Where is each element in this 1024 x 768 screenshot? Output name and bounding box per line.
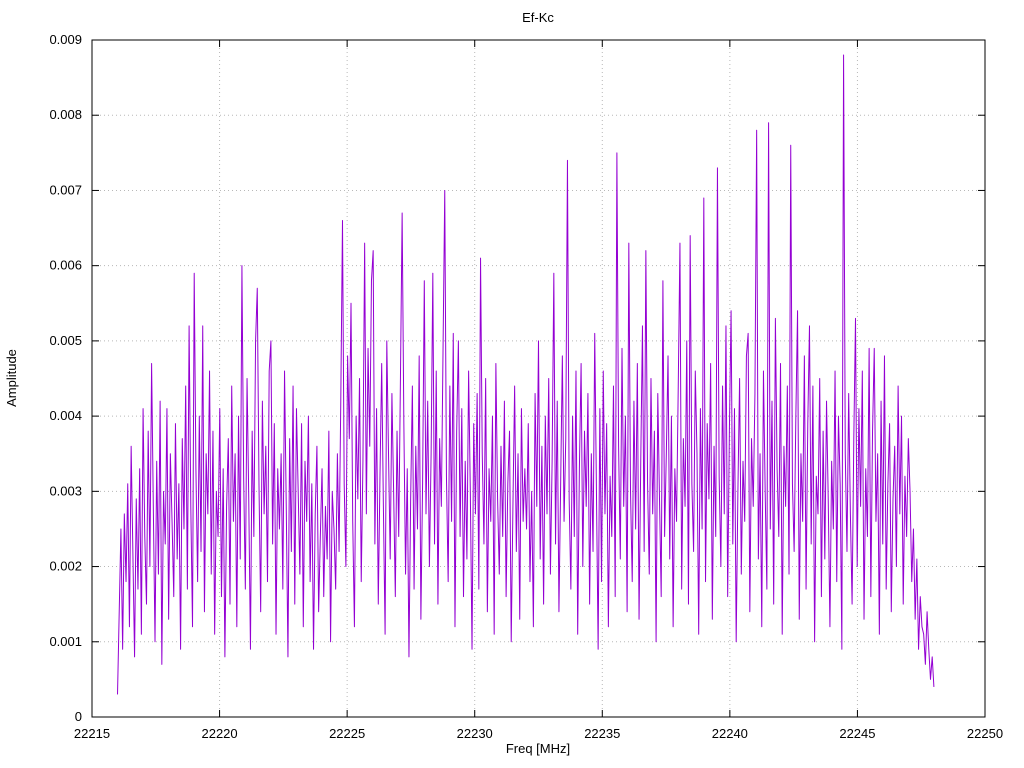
y-tick-label: 0.003 [49,483,82,498]
x-tick-label: 22250 [967,726,1003,741]
x-tick-labels: 22215 22220 22225 22230 22235 22240 22245 22250 [74,726,1003,741]
y-tick-label: 0.008 [49,107,82,122]
y-tick-label: 0.007 [49,182,82,197]
x-tick-label: 22230 [457,726,493,741]
y-tick-label: 0.006 [49,258,82,273]
x-axis-label: Freq [MHz] [506,741,570,756]
series-line [117,54,935,695]
y-axis-label: Amplitude [4,349,19,407]
x-tick-label: 22225 [329,726,365,741]
y-tick-label: 0 [75,709,82,724]
y-tick-labels: 0 0.001 0.002 0.003 0.004 0.005 0.006 0.007 0.00… [49,32,82,724]
y-tick-label: 0.004 [49,408,82,423]
x-tick-label: 22245 [839,726,875,741]
axes [91,39,986,718]
x-tick-label: 22215 [74,726,110,741]
series-line-group [117,54,935,695]
x-tick-label: 22235 [584,726,620,741]
y-tick-label: 0.001 [49,634,82,649]
y-tick-label: 0.002 [49,559,82,574]
chart-title: Ef-Kc [522,10,554,25]
x-tick-label: 22220 [201,726,237,741]
x-tick-label: 22240 [712,726,748,741]
y-tick-label: 0.005 [49,333,82,348]
y-tick-label: 0.009 [49,32,82,47]
